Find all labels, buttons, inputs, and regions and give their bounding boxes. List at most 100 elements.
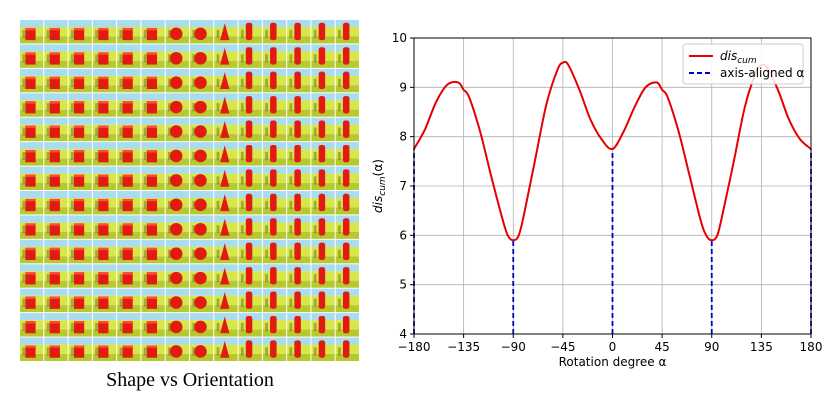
grid-thumbnail xyxy=(92,191,117,215)
grid-thumbnail xyxy=(117,215,141,239)
grid-thumbnail xyxy=(190,142,214,166)
x-tick-label: 135 xyxy=(750,340,773,354)
grid-thumbnail xyxy=(262,313,287,337)
grid-thumbnail xyxy=(68,239,92,264)
grid-thumbnail xyxy=(141,68,165,93)
grid-thumbnail xyxy=(44,337,68,361)
grid-thumbnail xyxy=(311,215,335,239)
grid-thumbnail xyxy=(287,337,311,361)
grid-thumbnail xyxy=(287,264,311,288)
grid-thumbnail xyxy=(141,44,165,68)
grid-thumbnail xyxy=(68,68,92,93)
grid-thumbnail xyxy=(117,68,141,93)
grid-thumbnail xyxy=(335,44,359,68)
grid-thumbnail xyxy=(68,337,92,361)
grid-thumbnail xyxy=(117,142,141,166)
grid-thumbnail xyxy=(92,288,117,313)
grid-thumbnail xyxy=(262,288,287,313)
grid-thumbnail xyxy=(165,264,189,288)
grid-thumbnail xyxy=(335,264,359,288)
y-tick-label: 6 xyxy=(399,228,407,242)
grid-thumbnail xyxy=(92,239,117,264)
grid-thumbnail xyxy=(287,44,311,68)
grid-thumbnail xyxy=(20,313,44,337)
grid-thumbnail xyxy=(117,313,141,337)
grid-thumbnail xyxy=(238,20,262,44)
grid-thumbnail xyxy=(214,68,238,93)
grid-thumbnail xyxy=(335,93,359,117)
grid-thumbnail xyxy=(214,288,238,313)
grid-thumbnail xyxy=(262,215,287,239)
grid-thumbnail xyxy=(214,117,238,142)
grid-thumbnail xyxy=(117,93,141,117)
grid-thumbnail xyxy=(44,166,68,190)
grid-thumbnail xyxy=(117,288,141,313)
grid-thumbnail xyxy=(214,313,238,337)
y-tick-label: 4 xyxy=(399,327,407,341)
grid-thumbnail xyxy=(287,191,311,215)
grid-thumbnail xyxy=(335,142,359,166)
x-tick-label: 45 xyxy=(654,340,669,354)
grid-thumbnail xyxy=(190,313,214,337)
x-tick-label: −90 xyxy=(501,340,526,354)
grid-thumbnail xyxy=(311,166,335,190)
y-tick-label: 7 xyxy=(399,179,407,193)
grid-thumbnail xyxy=(44,117,68,142)
grid-thumbnail xyxy=(117,166,141,190)
grid-thumbnail xyxy=(165,215,189,239)
y-axis-label: discum(α) xyxy=(371,159,388,213)
grid-thumbnail xyxy=(262,117,287,142)
grid-thumbnail xyxy=(92,264,117,288)
grid-thumbnail xyxy=(262,191,287,215)
grid-thumbnail xyxy=(287,313,311,337)
grid-thumbnail xyxy=(68,215,92,239)
y-tick-label: 9 xyxy=(399,80,407,94)
grid-thumbnail xyxy=(335,117,359,142)
grid-thumbnail xyxy=(92,117,117,142)
grid-thumbnail xyxy=(335,288,359,313)
grid-thumbnail xyxy=(141,313,165,337)
grid-thumbnail xyxy=(68,313,92,337)
grid-thumbnail xyxy=(141,20,165,44)
image-grid-svg xyxy=(20,20,359,361)
legend-label: discum xyxy=(720,49,757,66)
grid-thumbnail xyxy=(117,117,141,142)
grid-thumbnail xyxy=(311,264,335,288)
grid-thumbnail xyxy=(20,215,44,239)
grid-thumbnail xyxy=(165,20,189,44)
grid-thumbnail xyxy=(287,142,311,166)
x-tick-label: −135 xyxy=(447,340,480,354)
grid-thumbnail xyxy=(117,264,141,288)
orientation-image-grid xyxy=(20,20,360,362)
grid-thumbnail xyxy=(165,68,189,93)
grid-thumbnail xyxy=(92,20,117,44)
grid-thumbnail xyxy=(190,20,214,44)
grid-thumbnail xyxy=(262,166,287,190)
grid-thumbnail xyxy=(165,166,189,190)
grid-thumbnail xyxy=(335,166,359,190)
grid-thumbnail xyxy=(287,20,311,44)
grid-thumbnail xyxy=(117,191,141,215)
x-tick-label: 180 xyxy=(800,340,823,354)
grid-thumbnail xyxy=(190,166,214,190)
grid-thumbnail xyxy=(141,337,165,361)
grid-thumbnail xyxy=(165,142,189,166)
grid-thumbnail xyxy=(190,288,214,313)
grid-thumbnail xyxy=(44,288,68,313)
grid-thumbnail xyxy=(190,44,214,68)
grid-thumbnail xyxy=(238,239,262,264)
grid-thumbnail xyxy=(92,215,117,239)
grid-thumbnail xyxy=(20,68,44,93)
grid-thumbnail xyxy=(214,215,238,239)
grid-thumbnail xyxy=(44,93,68,117)
x-axis-label: Rotation degree α xyxy=(559,355,667,369)
grid-thumbnail xyxy=(262,239,287,264)
grid-thumbnail xyxy=(214,191,238,215)
grid-thumbnail xyxy=(262,337,287,361)
grid-thumbnail xyxy=(214,93,238,117)
grid-thumbnail xyxy=(335,20,359,44)
grid-thumbnail xyxy=(238,44,262,68)
grid-thumbnail xyxy=(287,288,311,313)
